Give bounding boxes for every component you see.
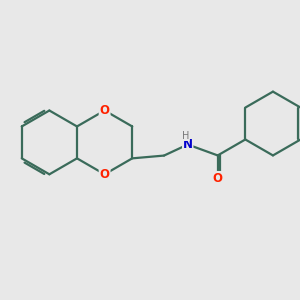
- Text: H: H: [182, 131, 190, 141]
- Text: O: O: [213, 172, 223, 185]
- Text: O: O: [100, 104, 110, 117]
- Text: N: N: [183, 138, 193, 151]
- Text: O: O: [100, 168, 110, 181]
